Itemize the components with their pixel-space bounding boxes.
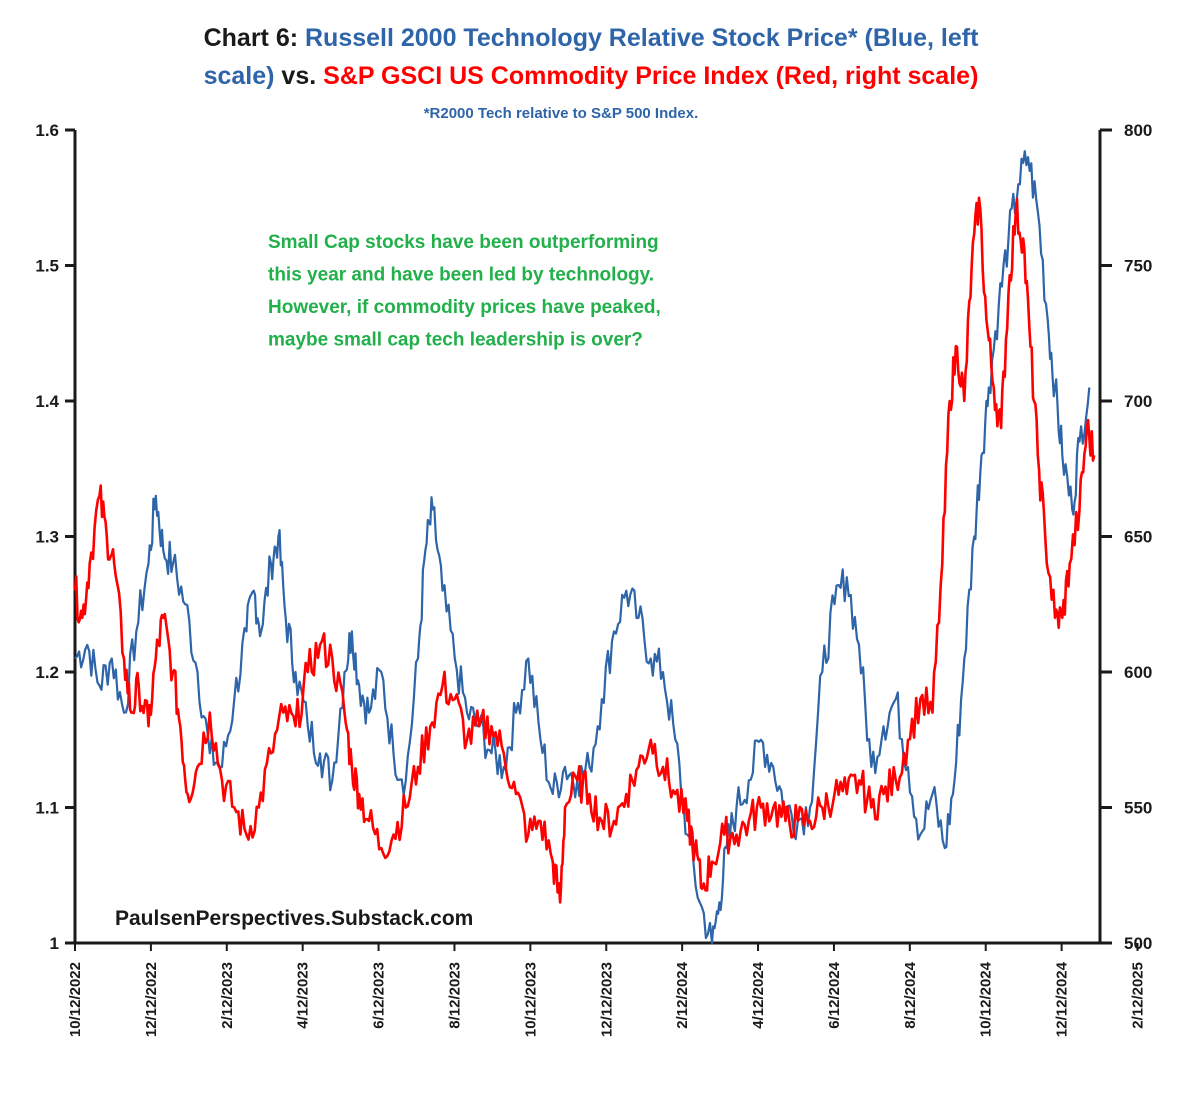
left-tick-label: 1.1 [35, 799, 59, 818]
title-prefix: Chart 6: [204, 24, 305, 52]
title-red-part: S&P GSCI US Commodity Price Index (Red, … [323, 62, 978, 90]
right-tick-label: 650 [1124, 528, 1152, 547]
x-tick-label: 10/12/2024 [978, 961, 995, 1037]
x-tick-label: 12/12/2024 [1054, 961, 1071, 1037]
annotation: Small Cap stocks have been outperforming… [268, 232, 661, 351]
x-tick-label: 12/12/2023 [598, 962, 615, 1037]
series-group [73, 150, 1096, 945]
x-tick-label: 2/12/2023 [219, 962, 236, 1029]
right-tick-label: 800 [1124, 121, 1152, 140]
x-tick-label: 8/12/2023 [446, 962, 463, 1029]
title-blue-part-1: Russell 2000 Technology Relative Stock P… [305, 24, 979, 52]
x-tick-label: 4/12/2024 [750, 961, 767, 1028]
left-tick-label: 1.2 [35, 663, 59, 682]
x-tick-label: 10/12/2023 [522, 962, 539, 1037]
annotation-line: this year and have been led by technolog… [268, 265, 654, 286]
x-tick-label: 4/12/2023 [295, 962, 312, 1029]
x-tick-label: 2/12/2025 [1130, 962, 1147, 1029]
x-tick-label: 8/12/2024 [902, 961, 919, 1028]
annotation-line: However, if commodity prices have peaked… [268, 297, 661, 318]
annotation-line: Small Cap stocks have been outperforming [268, 232, 659, 253]
right-tick-label: 700 [1124, 392, 1152, 411]
right-tick-label: 550 [1124, 799, 1152, 818]
axes: 11.11.21.31.41.51.6500550600650700750800… [35, 121, 1152, 1037]
chart-title-line-2: scale) vs. S&P GSCI US Commodity Price I… [204, 62, 979, 90]
title-mid: vs. [274, 62, 323, 90]
x-tick-label: 6/12/2024 [826, 961, 843, 1028]
left-tick-label: 1.6 [35, 121, 59, 140]
title-blue-part-2: scale) [204, 62, 275, 90]
left-tick-label: 1 [50, 934, 59, 953]
x-tick-label: 12/12/2022 [143, 962, 160, 1037]
x-tick-label: 10/12/2022 [67, 962, 84, 1037]
left-tick-label: 1.4 [35, 392, 59, 411]
left-tick-label: 1.5 [35, 257, 59, 276]
chart-note: *R2000 Tech relative to S&P 500 Index. [424, 105, 699, 122]
source-label: PaulsenPerspectives.Substack.com [115, 907, 473, 930]
series-line-gsci-commodity [73, 196, 1096, 904]
right-tick-label: 750 [1124, 257, 1152, 276]
chart-title-line-1: Chart 6: Russell 2000 Technology Relativ… [204, 24, 979, 52]
right-tick-label: 600 [1124, 663, 1152, 682]
annotation-line: maybe small cap tech leadership is over? [268, 330, 643, 351]
x-tick-label: 2/12/2024 [674, 961, 691, 1028]
left-tick-label: 1.3 [35, 528, 59, 547]
x-tick-label: 6/12/2023 [371, 962, 388, 1029]
